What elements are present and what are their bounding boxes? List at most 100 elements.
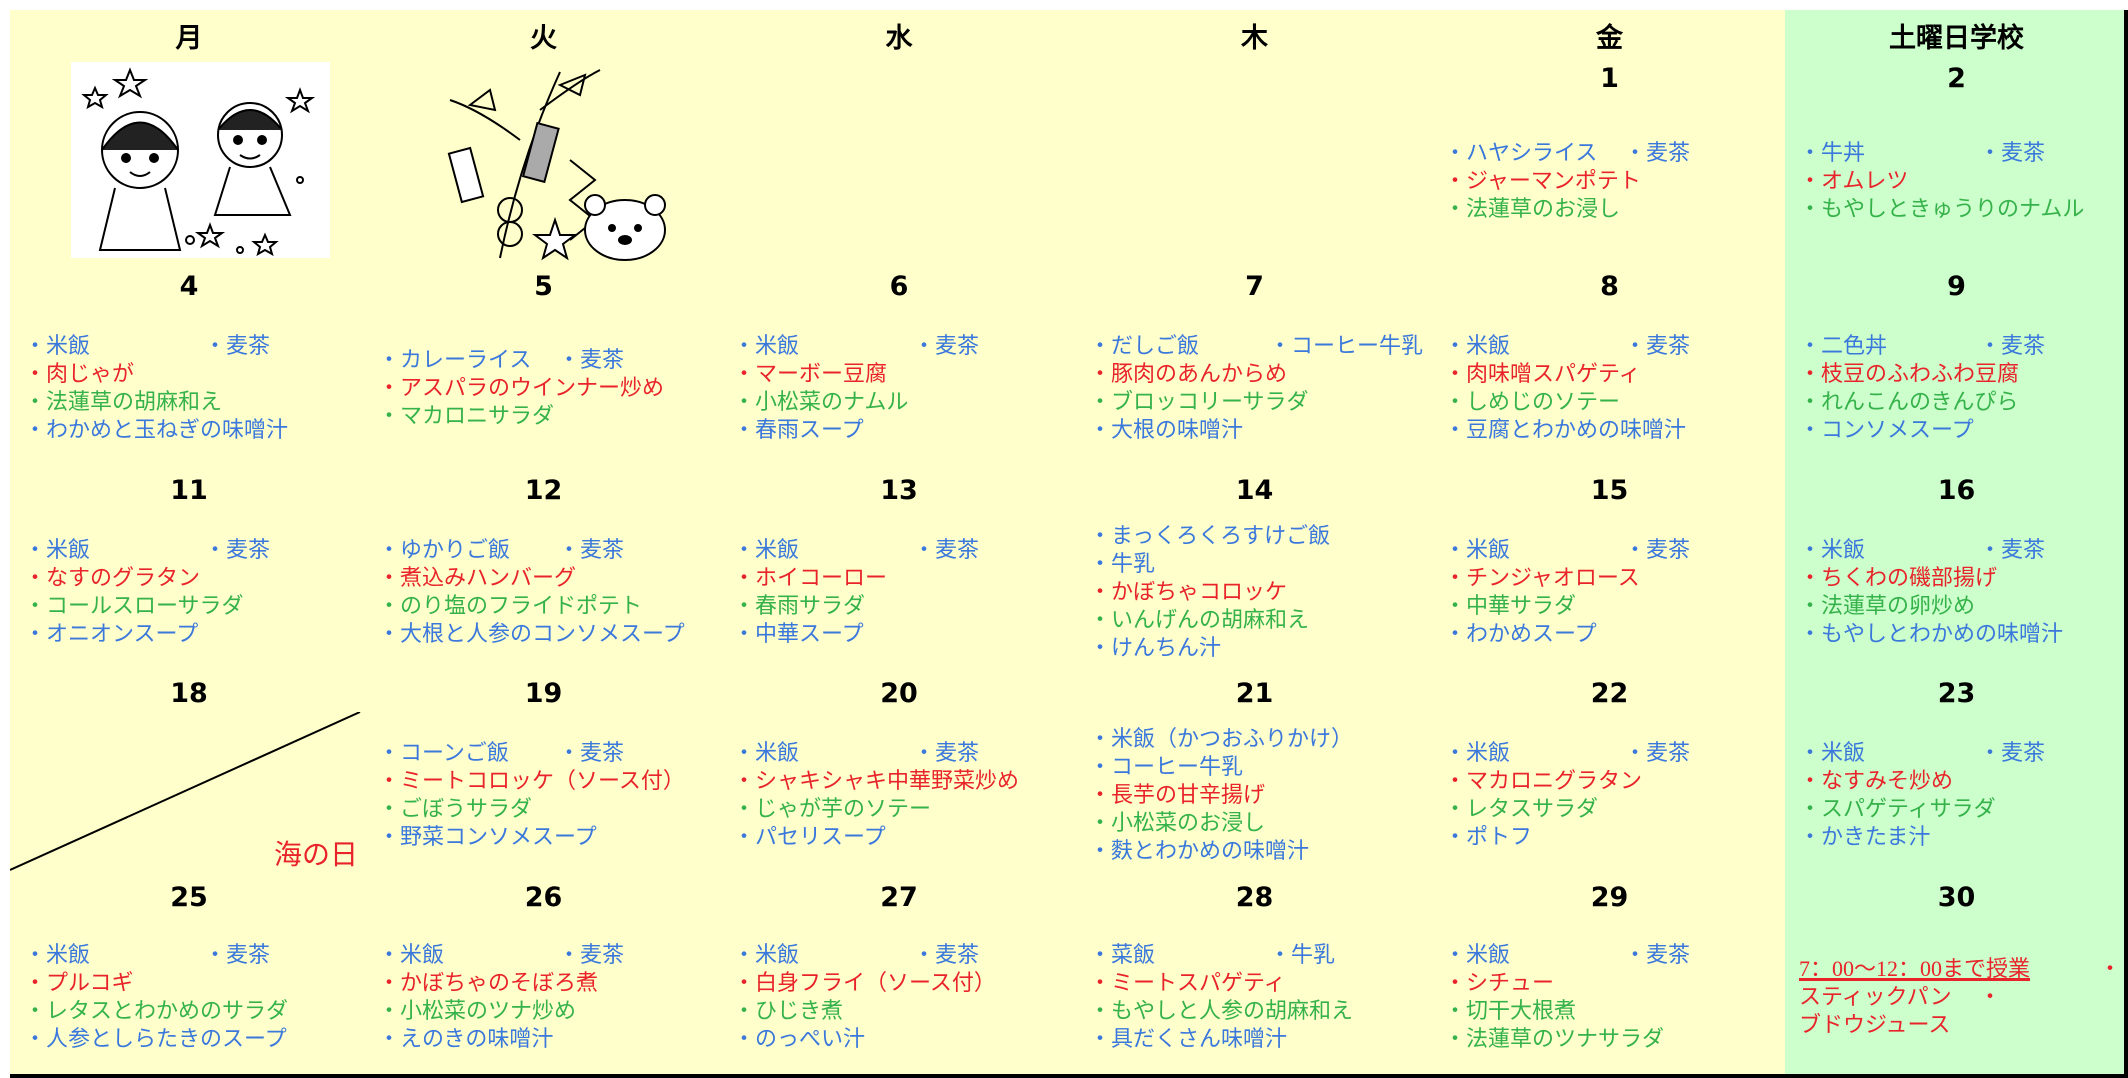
menu-line: ・パセリスープ (733, 823, 1075, 851)
menu-line: ・レタスサラダ (1444, 795, 1785, 823)
menu-cell: ・米飯 ・麦茶 ・なすみそ炒め ・スパゲティサラダ ・かきたま汁 (1785, 712, 2128, 878)
menu-cell: ・カレーライス ・麦茶 ・アスパラのウインナー炒め ・マカロニサラダ (364, 305, 723, 471)
menu-cell (364, 95, 723, 267)
menu-line: ・野菜コンソメスープ (378, 823, 719, 851)
menu-cell: ・米飯（かつおふりかけ） ・コーヒー牛乳 ・長芋の甘辛揚げ ・小松菜のお浸し ・麩とわか… (1075, 712, 1434, 878)
menu-item: ・牛丼 (1799, 140, 1866, 165)
menu-line: ・れんこんのきんぴら (1799, 388, 2124, 416)
menu-item: ・大根と人参のコンソメスープ (378, 620, 685, 646)
menu-line: ・大根の味噌汁 (1089, 416, 1430, 444)
menu-line: ・法蓮草の卵炒め (1799, 592, 2124, 620)
menu-line: ・法蓮草の胡麻和え (24, 388, 364, 416)
menu-line: ・ひじき煮 (733, 997, 1075, 1025)
menu-item: ・れんこんのきんぴら (1799, 389, 2019, 414)
menu-item: ・ゆかりご飯 (378, 536, 511, 562)
menu-item: ブドウジュース (1799, 1012, 1951, 1037)
menu-line: ・切干大根煮 (1444, 997, 1785, 1025)
menu-item: スティックパン (1799, 984, 1952, 1009)
menu-line: ブドウジュース (1799, 1011, 2124, 1039)
date-cell: 27 (719, 874, 1079, 920)
menu-item: ・麦茶 (1624, 740, 1691, 765)
menu-item: ・米飯 (1444, 536, 1511, 562)
menu-item: ・かぼちゃのそぼろ煮 (378, 970, 599, 995)
menu-item: ・ひじき煮 (733, 998, 844, 1023)
menu-line: ・米飯 ・麦茶 (24, 536, 364, 564)
menu-item: ・コーヒー牛乳 (1089, 754, 1244, 779)
menu-item: ・米飯 (733, 536, 800, 562)
menu-line: ・シャキシャキ中華野菜炒め (733, 767, 1075, 795)
menu-line: ・コールスローサラダ (24, 592, 364, 620)
menu-item: ・野菜コンソメスープ (378, 824, 597, 849)
date-cell (364, 57, 723, 99)
menu-cell: ・だしご飯 ・コーヒー牛乳 ・豚肉のあんからめ ・ブロッコリーサラダ ・大根の味噌汁 (1075, 305, 1434, 471)
date-cell: 25 (10, 874, 368, 920)
menu-line: ・米飯 ・麦茶 (24, 332, 364, 360)
menu-item: ・麦茶 (1624, 536, 1691, 562)
menu-line: ・中華サラダ (1444, 592, 1785, 620)
menu-cell: ・米飯 ・麦茶 ・かぼちゃのそぼろ煮 ・小松菜のツナ炒め ・えのきの味噌汁 (364, 916, 723, 1078)
menu-item: ・麩とわかめの味噌汁 (1089, 838, 1310, 863)
menu-item: ・麦茶 (913, 942, 980, 967)
menu-line: ・法蓮草のツナサラダ (1444, 1025, 1785, 1053)
date-cell: 13 (719, 467, 1079, 513)
menu-item: ・オニオンスープ (24, 620, 199, 646)
menu-line: 7：00～12：00まで授業 ・ (1799, 955, 2124, 983)
menu-item: ・わかめスープ (1444, 620, 1597, 646)
menu-item: ・ポトフ (1444, 824, 1533, 849)
menu-item: ・もやしときゅうりのナムル (1799, 196, 2085, 221)
date-cell: 12 (364, 467, 723, 513)
date-cell: 20 (719, 670, 1079, 716)
menu-item: ・中華スープ (733, 620, 864, 646)
menu-item: ・牛乳 (1089, 550, 1156, 576)
menu-item: ・麦茶 (1979, 140, 2046, 165)
menu-item: ・マーボー豆腐 (733, 361, 888, 386)
menu-line: ・具だくさん味噌汁 (1089, 1025, 1430, 1053)
menu-line: ・米飯 ・麦茶 (1444, 739, 1785, 767)
menu-item: ・麦茶 (558, 740, 625, 765)
menu-item: ・ちくわの磯部揚げ (1799, 564, 1998, 590)
day-header: 金 (1430, 10, 1789, 61)
menu-line: ・カレーライス ・麦茶 (378, 346, 719, 374)
menu-line: ・米飯 ・麦茶 (1799, 536, 2124, 564)
date-cell: 28 (1075, 874, 1434, 920)
menu-line: ・レタスとわかめのサラダ (24, 997, 364, 1025)
menu-item: ・米飯 (733, 942, 800, 967)
date-cell: 5 (364, 263, 723, 309)
menu-cell (1075, 95, 1434, 267)
menu-item: ・わかめと玉ねぎの味噌汁 (24, 417, 289, 442)
menu-line: ・法蓮草のお浸し (1444, 195, 1785, 223)
menu-line: ・いんげんの胡麻和え (1089, 606, 1430, 634)
menu-line: ・マカロニサラダ (378, 402, 719, 430)
menu-cell: ・牛丼 ・麦茶・オムレツ・もやしときゅうりのナムル (1785, 95, 2128, 267)
menu-item: ・具だくさん味噌汁 (1089, 1026, 1288, 1051)
menu-item: ・米飯 (733, 740, 800, 765)
menu-line: ・わかめと玉ねぎの味噌汁 (24, 416, 364, 444)
menu-item: ・麦茶 (913, 740, 980, 765)
date-cell: 15 (1430, 467, 1789, 513)
holiday-diagonal (10, 712, 361, 871)
menu-item: ・法蓮草の卵炒め (1799, 592, 1976, 618)
menu-line: ・ハヤシライス ・麦茶 (1444, 139, 1785, 167)
menu-item: ・ (1979, 984, 2002, 1009)
menu-line: ・小松菜のお浸し (1089, 809, 1430, 837)
menu-line: ・まっくろくろすけご飯 (1089, 522, 1430, 550)
menu-item: ・レタスとわかめのサラダ (24, 998, 289, 1023)
menu-line: ・オムレツ (1799, 167, 2124, 195)
menu-item: ・麦茶 (204, 942, 271, 967)
menu-item: ・オムレツ (1799, 168, 1909, 193)
menu-line: ・ちくわの磯部揚げ (1799, 564, 2124, 592)
menu-cell (10, 95, 368, 267)
menu-line: ・白身フライ（ソース付） (733, 969, 1075, 997)
menu-item: ・だしご飯 (1089, 333, 1200, 358)
menu-item: ・米飯 (1444, 942, 1511, 967)
menu-line: ・オニオンスープ (24, 620, 364, 648)
menu-item: ・麦茶 (1624, 942, 1691, 967)
menu-item: ・小松菜のお浸し (1089, 810, 1266, 835)
menu-line: ・だしご飯 ・コーヒー牛乳 (1089, 332, 1430, 360)
menu-item: ・枝豆のふわふわ豆腐 (1799, 361, 2020, 386)
menu-item: ・コーンご飯 (378, 740, 509, 765)
menu-item: ・米飯 (24, 536, 91, 562)
menu-item: ・かきたま汁 (1799, 824, 1931, 849)
menu-item: ・なすのグラタン (24, 564, 201, 590)
date-cell: 14 (1075, 467, 1434, 513)
